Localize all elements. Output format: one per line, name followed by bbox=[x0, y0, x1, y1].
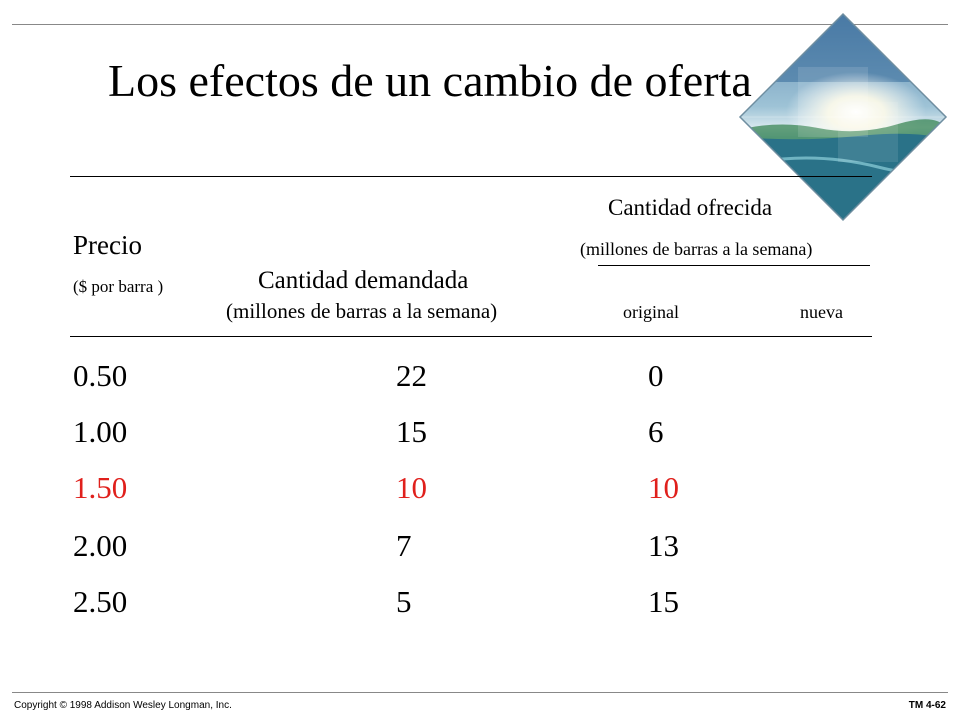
table-row: 0.50 22 0 bbox=[0, 360, 960, 400]
header-rule bbox=[70, 176, 872, 177]
supplied-original-cell: 6 bbox=[648, 414, 664, 449]
table-row-highlighted: 1.50 10 10 bbox=[0, 472, 960, 512]
slide-id: TM 4-62 bbox=[908, 700, 946, 711]
supplied-original-cell: 0 bbox=[648, 358, 664, 393]
footer-rule bbox=[12, 692, 948, 693]
price-cell: 1.00 bbox=[73, 414, 128, 449]
demand-unit: (millones de barras a la semana) bbox=[226, 299, 498, 323]
beach-photo-diamond bbox=[738, 12, 948, 222]
col-original: original bbox=[623, 302, 679, 322]
top-rule bbox=[12, 24, 948, 25]
demanded-cell: 22 bbox=[396, 358, 427, 393]
supplied-original-cell: 10 bbox=[648, 470, 679, 505]
supply-title: Cantidad ofrecida bbox=[608, 195, 773, 220]
demanded-cell: 7 bbox=[396, 528, 412, 563]
precio-unit: ($ por barra ) bbox=[73, 277, 164, 296]
slide-title: Los efectos de un cambio de oferta bbox=[108, 55, 752, 106]
demanded-cell: 15 bbox=[396, 414, 427, 449]
precio-label: Precio bbox=[73, 230, 142, 260]
supply-underline bbox=[598, 265, 870, 266]
col-nueva: nueva bbox=[800, 302, 843, 322]
demanded-cell: 10 bbox=[396, 470, 427, 505]
price-cell: 2.00 bbox=[73, 528, 128, 563]
copyright-text: Copyright © 1998 Addison Wesley Longman,… bbox=[14, 700, 232, 711]
columns-rule bbox=[70, 336, 872, 337]
price-cell: 2.50 bbox=[73, 584, 128, 619]
price-cell: 0.50 bbox=[73, 358, 128, 393]
table-row: 2.00 7 13 bbox=[0, 530, 960, 570]
table-row: 1.00 15 6 bbox=[0, 416, 960, 456]
supply-unit: (millones de barras a la semana) bbox=[580, 239, 813, 259]
price-cell: 1.50 bbox=[73, 470, 128, 505]
supplied-original-cell: 15 bbox=[648, 584, 679, 619]
table-row: 2.50 5 15 bbox=[0, 586, 960, 626]
demand-title: Cantidad demandada bbox=[258, 267, 469, 294]
supplied-original-cell: 13 bbox=[648, 528, 679, 563]
demanded-cell: 5 bbox=[396, 584, 412, 619]
